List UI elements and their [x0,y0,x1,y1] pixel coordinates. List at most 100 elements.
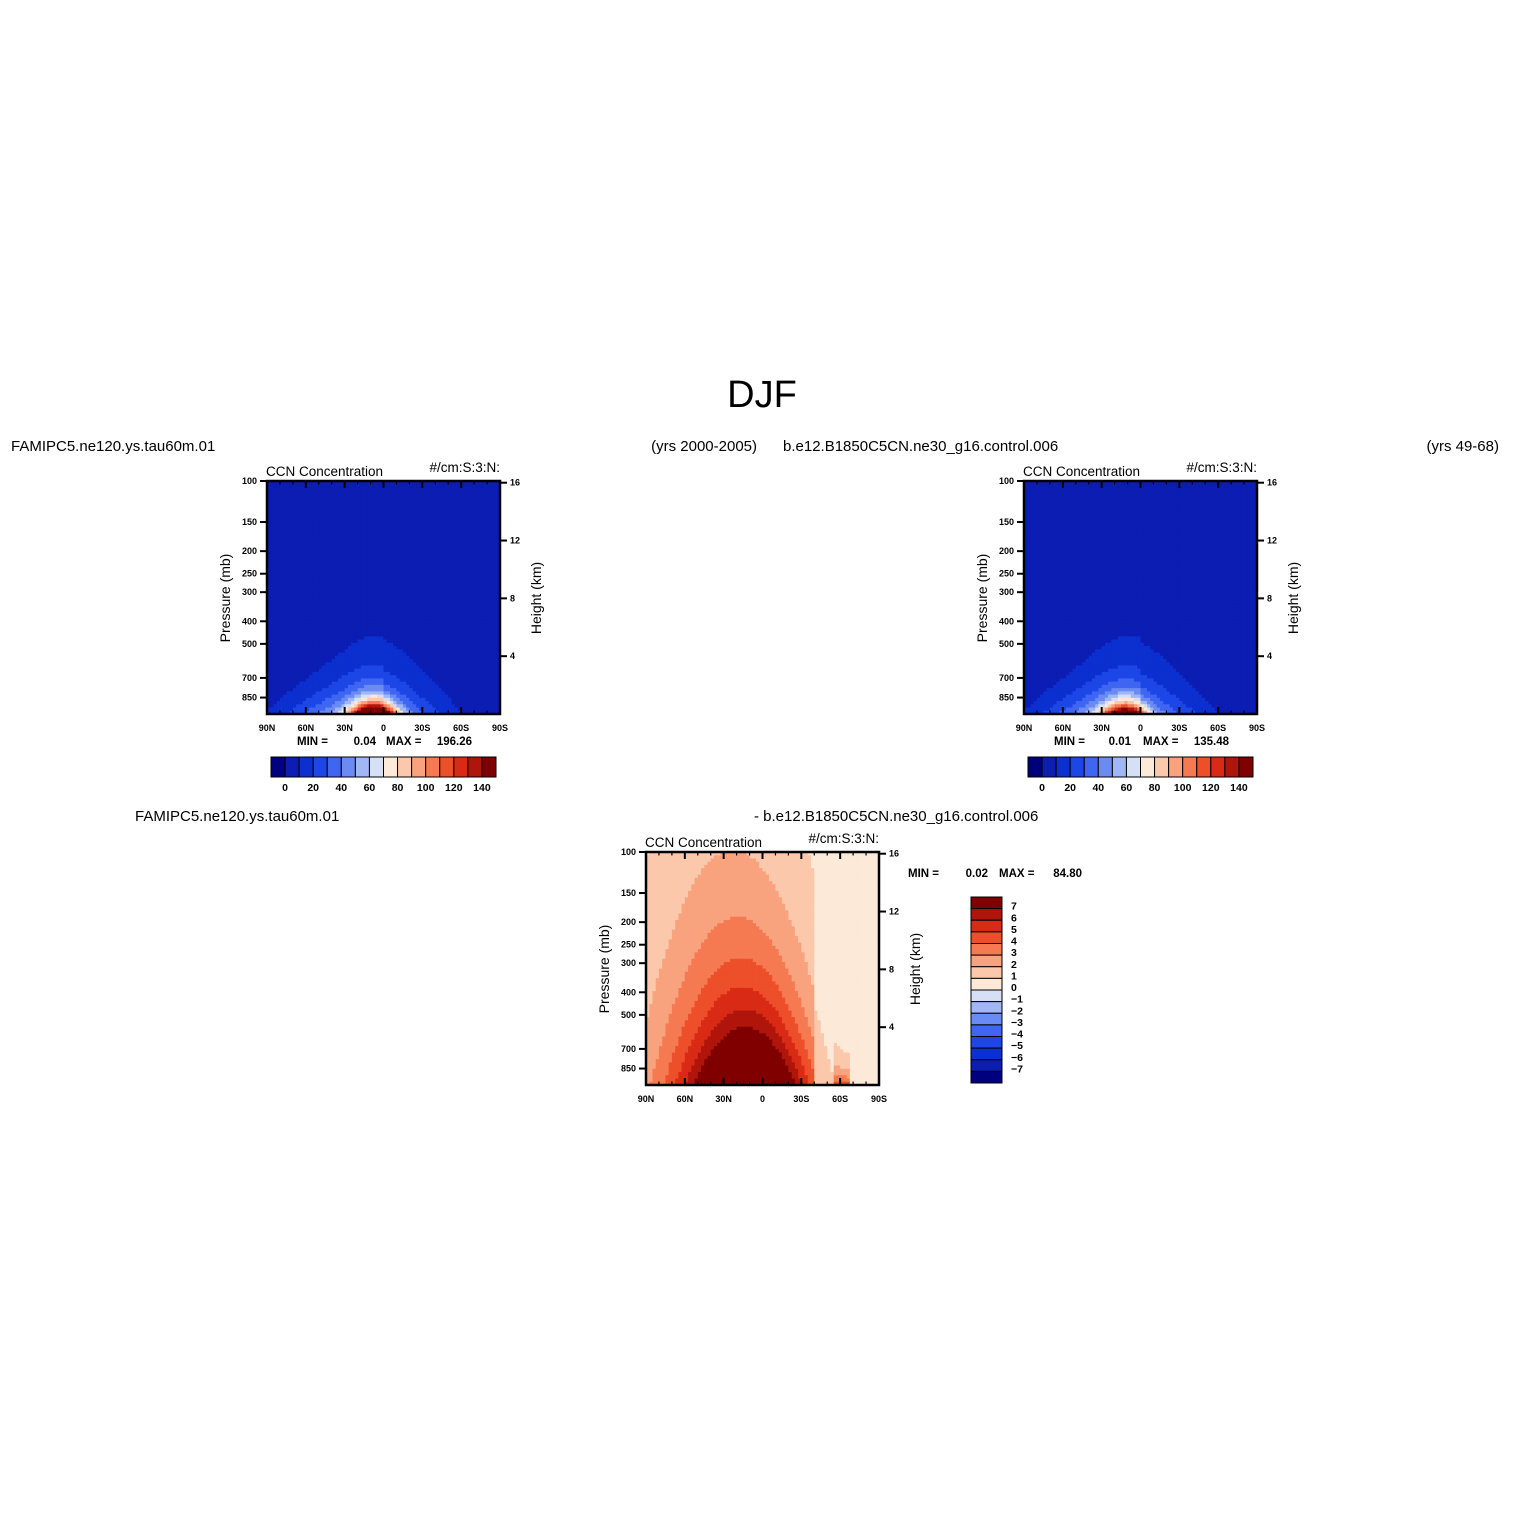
field-cell [290,507,294,511]
field-cell [371,643,375,647]
field-cell [319,678,323,682]
field-cell [451,494,455,498]
field-cell [293,636,297,640]
field-cell [270,669,274,673]
field-cell [303,698,307,702]
field-cell [332,633,336,637]
field-cell [448,682,452,686]
field-cell [468,549,472,553]
field-cell [293,643,297,647]
field-cell [393,604,397,608]
field-cell [400,588,404,592]
field-cell [273,617,277,621]
field-cell [374,575,378,579]
field-cell [283,552,287,556]
field-cell [351,698,355,702]
field-cell [416,636,420,640]
field-cell [400,604,404,608]
field-cell [345,691,349,695]
field-cell [377,549,381,553]
field-cell [448,500,452,504]
field-cell [354,523,358,527]
field-cell [406,675,410,679]
field-cell [358,695,362,699]
field-cell [458,672,462,676]
field-cell [270,623,274,627]
field-cell [303,588,307,592]
field-cell [270,568,274,572]
field-cell [416,513,420,517]
field-cell [494,701,498,705]
field-cell [422,698,426,702]
field-cell [377,594,381,598]
field-cell [471,617,475,621]
field-cell [439,572,443,576]
field-cell [387,607,391,611]
field-cell [471,653,475,657]
field-cell [387,675,391,679]
field-cell [396,546,400,550]
field-cell [490,646,494,650]
field-cell [364,562,368,566]
field-cell [348,494,352,498]
field-cell [290,675,294,679]
field-cell [474,588,478,592]
field-cell [451,640,455,644]
field-cell [361,539,365,543]
field-cell [477,536,481,540]
field-cell [403,695,407,699]
field-cell [400,549,404,553]
field-cell [429,549,433,553]
field-cell [286,698,290,702]
field-cell [309,526,313,530]
field-cell [384,685,388,689]
field-cell [270,513,274,517]
field-cell [468,546,472,550]
field-cell [409,672,413,676]
field-cell [458,695,462,699]
field-cell [471,513,475,517]
field-cell [406,517,410,521]
field-cell [354,659,358,663]
field-cell [374,565,378,569]
field-cell [293,594,297,598]
field-cell [273,604,277,608]
field-cell [419,617,423,621]
field-cell [409,559,413,563]
field-cell [312,507,316,511]
field-cell [439,669,443,673]
field-cell [316,620,320,624]
field-cell [348,513,352,517]
field-cell [451,682,455,686]
field-cell [290,578,294,582]
field-cell [374,497,378,501]
field-cell [273,585,277,589]
field-cell [419,607,423,611]
field-cell [354,546,358,550]
field-cell [325,578,329,582]
field-cell [442,604,446,608]
field-cell [312,682,316,686]
field-cell [458,610,462,614]
field-cell [435,594,439,598]
field-cell [335,562,339,566]
field-cell [400,562,404,566]
field-cell [306,601,310,605]
field-cell [451,649,455,653]
field-cell [380,656,384,660]
field-cell [283,682,287,686]
field-cell [439,591,443,595]
field-cell [312,704,316,708]
field-cell [296,610,300,614]
field-cell [322,575,326,579]
field-cell [458,504,462,508]
field-cell [484,555,488,559]
field-cell [328,682,332,686]
field-cell [322,688,326,692]
field-cell [361,510,365,514]
field-cell [286,646,290,650]
field-cell [442,565,446,569]
field-cell [442,598,446,602]
field-cell [445,601,449,605]
field-cell [319,572,323,576]
